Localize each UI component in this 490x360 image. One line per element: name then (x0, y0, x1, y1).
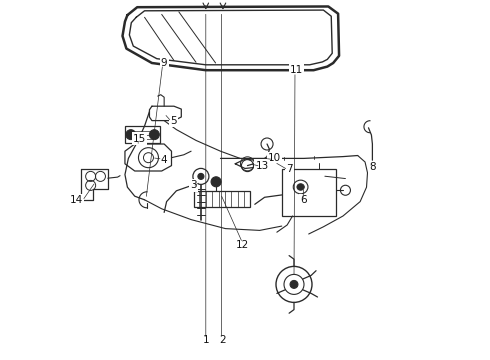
Text: 15: 15 (133, 134, 147, 144)
Text: 2: 2 (220, 335, 226, 345)
Text: 4: 4 (161, 155, 168, 165)
Circle shape (149, 130, 159, 140)
Bar (282, 169, 336, 216)
Text: 8: 8 (369, 162, 376, 172)
Text: 6: 6 (300, 195, 307, 205)
Circle shape (198, 174, 204, 179)
Text: 9: 9 (161, 58, 168, 68)
Ellipse shape (297, 184, 304, 190)
Circle shape (126, 130, 136, 140)
Text: 11: 11 (290, 65, 303, 75)
Circle shape (211, 177, 221, 187)
Circle shape (290, 280, 298, 288)
Text: 10: 10 (268, 153, 281, 163)
Text: 1: 1 (202, 335, 209, 345)
Text: 5: 5 (171, 116, 177, 126)
Text: 13: 13 (255, 161, 269, 171)
Bar (125, 126, 160, 143)
Bar (194, 191, 250, 207)
Text: 12: 12 (236, 240, 249, 250)
Text: 14: 14 (69, 195, 83, 205)
Text: 7: 7 (286, 164, 293, 174)
Text: 3: 3 (190, 180, 197, 190)
